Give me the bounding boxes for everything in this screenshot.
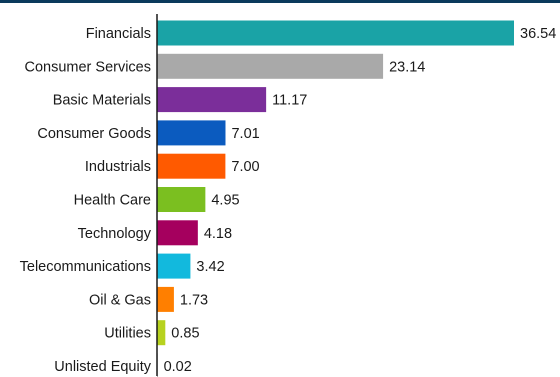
bar	[157, 153, 226, 179]
bar	[157, 120, 226, 146]
value-label: 36.54	[520, 26, 556, 42]
category-label: Unlisted Equity	[54, 359, 151, 375]
top-rule	[0, 0, 560, 3]
value-label: 7.00	[231, 159, 259, 175]
value-label: 11.17	[272, 93, 307, 109]
value-label: 7.01	[231, 126, 259, 142]
bar	[157, 20, 514, 46]
bar	[157, 187, 206, 212]
value-label: 1.73	[180, 292, 208, 308]
bar	[157, 220, 198, 246]
category-label: Telecommunications	[20, 259, 151, 275]
bar	[157, 286, 174, 312]
category-label: Health Care	[74, 193, 151, 209]
bar	[157, 53, 384, 79]
category-label: Financials	[86, 26, 151, 42]
value-label: 0.02	[164, 359, 192, 375]
category-label: Industrials	[85, 159, 151, 175]
bar	[157, 253, 191, 279]
category-label: Basic Materials	[53, 93, 151, 109]
bar	[157, 87, 267, 113]
value-label: 0.85	[171, 326, 199, 342]
category-label: Utilities	[104, 326, 151, 342]
value-label: 23.14	[389, 59, 425, 75]
category-label: Oil & Gas	[89, 292, 151, 308]
value-label: 3.42	[196, 259, 224, 275]
category-label: Technology	[78, 226, 152, 242]
bar	[157, 320, 166, 346]
value-label: 4.95	[211, 193, 239, 209]
category-label: Consumer Goods	[37, 126, 151, 142]
value-label: 4.18	[204, 226, 232, 242]
category-label: Consumer Services	[24, 59, 151, 75]
